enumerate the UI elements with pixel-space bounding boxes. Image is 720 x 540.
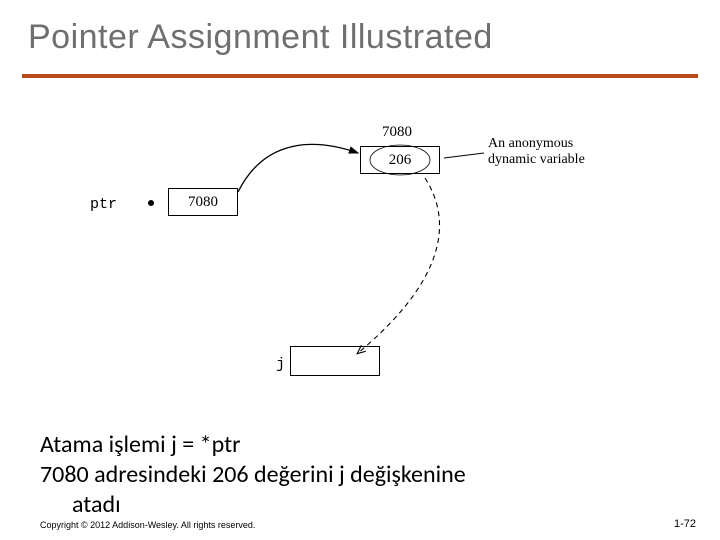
title-rule xyxy=(22,74,698,78)
page-number: 1-72 xyxy=(674,518,696,530)
arrows-svg xyxy=(90,108,630,398)
body-line1: Atama işlemi j = *ptr xyxy=(40,430,240,459)
page-title: Pointer Assignment Illustrated xyxy=(28,18,493,57)
body-line2: 7080 adresindeki 206 değerini j değişken… xyxy=(40,460,466,489)
pointer-diagram: ptr 7080 206 7080 An anonymous dynamic v… xyxy=(90,108,630,398)
slide: Pointer Assignment Illustrated ptr 7080 … xyxy=(0,0,720,540)
copyright-text: Copyright © 2012 Addison-Wesley. All rig… xyxy=(40,520,255,530)
body-line3: atadı xyxy=(40,490,680,520)
body-text: Atama işlemi j = *ptr 7080 adresindeki 2… xyxy=(40,430,680,520)
